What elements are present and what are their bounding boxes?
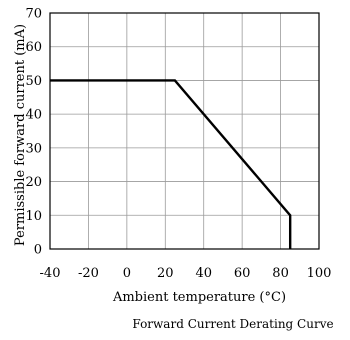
x-tick-label: 80 [272,266,289,281]
x-tick-label: 60 [234,266,251,281]
plot-frame [49,12,320,250]
y-tick-label: 60 [25,40,42,55]
x-tick-label: 100 [307,266,332,281]
y-tick-label: 20 [25,175,42,190]
x-tick-label: 40 [195,266,212,281]
y-tick-label: 70 [25,7,42,22]
y-tick-labels: 0 10 20 30 40 50 60 70 [25,7,42,258]
x-tick-labels: -40 -20 0 20 40 60 80 100 [40,266,332,281]
x-tick-label: 20 [157,266,174,281]
x-axis-label: Ambient temperature (°C) [112,290,286,305]
chart-title: Forward Current Derating Curve [132,317,333,331]
x-tick-label: -20 [78,266,99,281]
y-tick-label: 30 [25,141,42,156]
y-tick-label: 10 [25,209,42,224]
y-axis-label: Permissible forward current (mA) [13,24,28,246]
y-tick-label: 0 [34,243,42,258]
series-line-0 [50,79,292,249]
series-layer [50,79,292,249]
y-tick-label: 50 [25,74,42,89]
y-tick-label: 40 [25,108,42,123]
x-tick-label: 0 [123,266,131,281]
grid-lines [50,13,319,249]
x-tick-label: -40 [40,266,61,281]
